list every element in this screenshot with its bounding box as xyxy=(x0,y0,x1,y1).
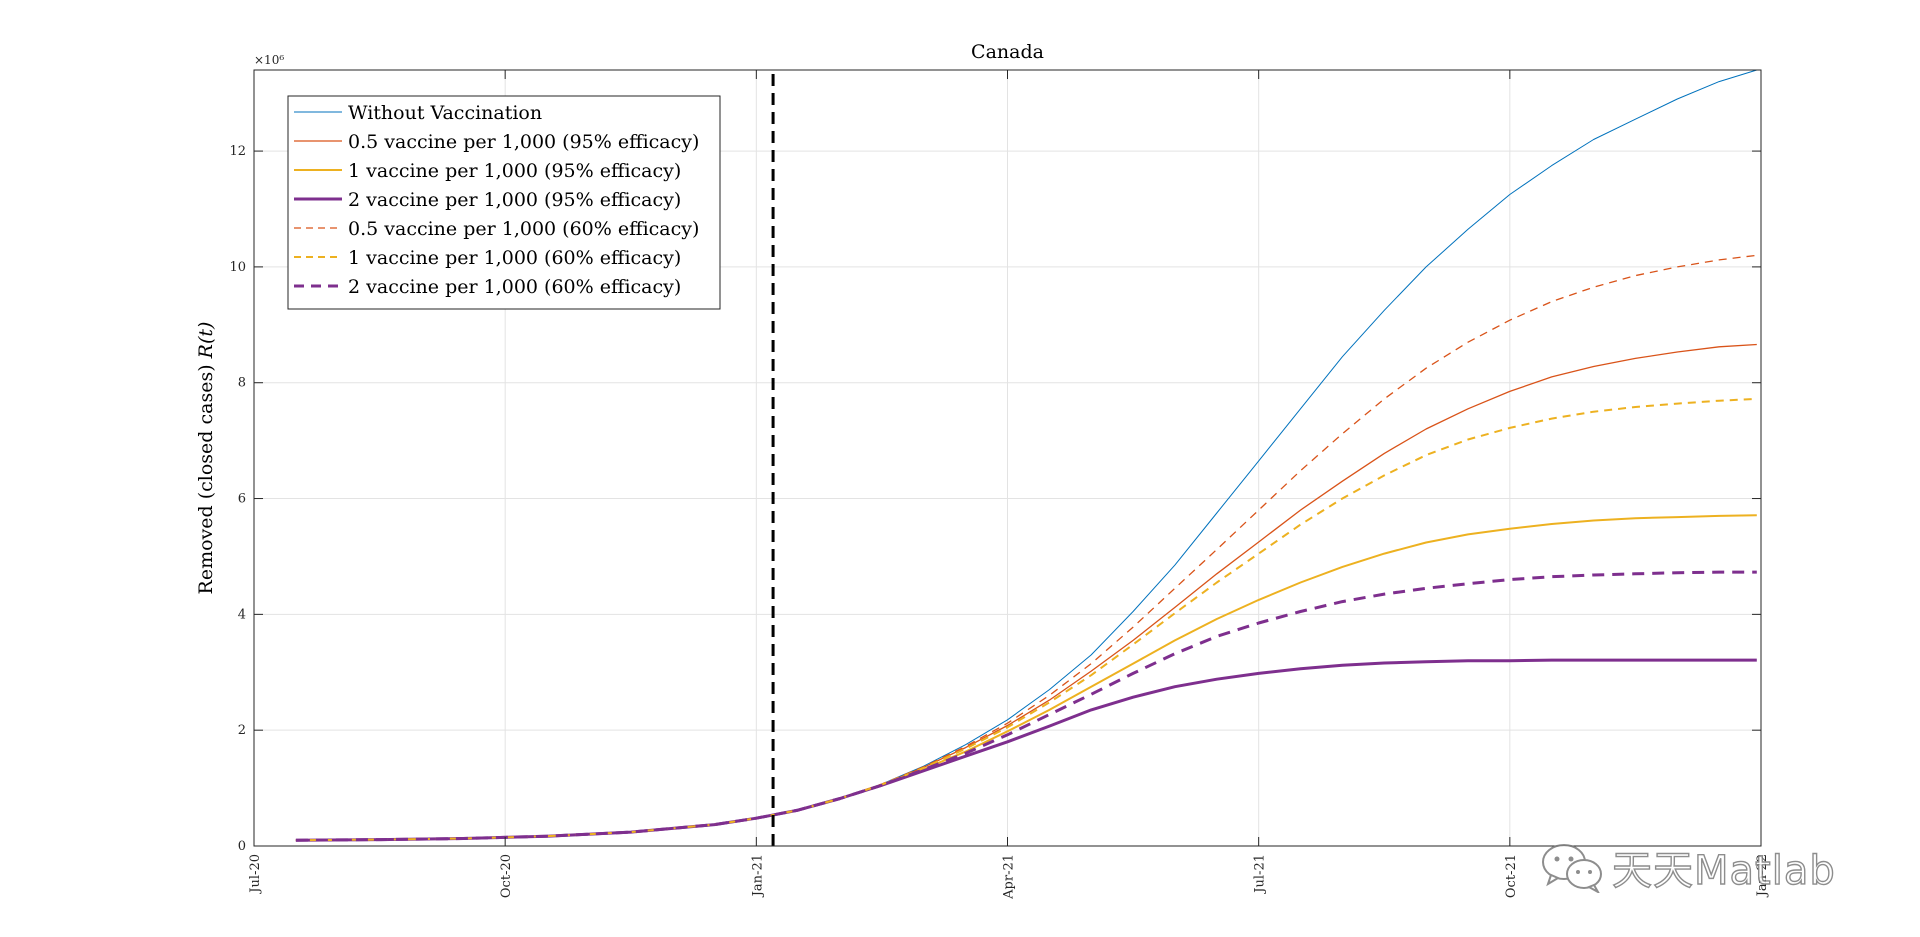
x-tick-label: Oct-20 xyxy=(499,854,514,898)
watermark: 天天Matlab xyxy=(1540,838,1836,896)
y-tick-label: 8 xyxy=(238,376,246,391)
legend: Without Vaccination 0.5 vaccine per 1,000… xyxy=(287,95,721,310)
series-line-5 xyxy=(295,254,1757,841)
y-axis-label: Removed (closed cases) R(t) xyxy=(195,322,217,595)
y-tick-label: 2 xyxy=(238,723,246,738)
y-tick-label: 6 xyxy=(238,492,246,507)
series-line-2 xyxy=(295,343,1757,841)
x-tick-label: Jul-21 xyxy=(1253,854,1268,895)
x-tick-label: Oct-21 xyxy=(1504,854,1519,898)
x-tick-label: Jul-20 xyxy=(248,854,263,895)
y-axis-label-text: Removed (closed cases) xyxy=(195,358,217,594)
legend-label-6: 1 vaccine per 1,000 (60% efficacy) xyxy=(348,247,681,269)
y-axis-exponent: ×10⁶ xyxy=(254,53,284,67)
y-axis-label-math: R(t) xyxy=(195,322,217,360)
series-layer xyxy=(295,69,1757,842)
y-tick-label: 4 xyxy=(238,607,246,622)
series-line-7 xyxy=(295,570,1757,842)
y-tick-label: 12 xyxy=(229,144,246,159)
legend-label-2: 0.5 vaccine per 1,000 (95% efficacy) xyxy=(348,131,699,153)
legend-box xyxy=(287,95,721,310)
legend-label-1: Without Vaccination xyxy=(348,102,542,124)
y-tick-label: 0 xyxy=(238,839,246,854)
x-tick-label: Apr-21 xyxy=(1002,854,1017,900)
y-tick-label: 10 xyxy=(229,260,246,275)
x-tick-label: Jan-22 xyxy=(1755,854,1770,898)
wechat-icon xyxy=(1542,844,1602,893)
chart-title: Canada xyxy=(971,41,1044,63)
ticks: 0 2 4 6 8 10 12 Jul-20 Oct-20 Jan-21 Apr-21 Jul-21 O… xyxy=(229,70,1770,900)
legend-label-5: 0.5 vaccine per 1,000 (60% efficacy) xyxy=(348,218,699,240)
series-line-4 xyxy=(295,658,1757,842)
legend-label-3: 1 vaccine per 1,000 (95% efficacy) xyxy=(348,160,681,182)
watermark-text: 天天Matlab xyxy=(1611,847,1836,894)
x-tick-label: Jan-21 xyxy=(750,854,765,898)
series-line-3 xyxy=(295,514,1757,842)
series-line-6 xyxy=(295,397,1757,842)
legend-label-7: 2 vaccine per 1,000 (60% efficacy) xyxy=(348,276,681,298)
legend-label-4: 2 vaccine per 1,000 (95% efficacy) xyxy=(348,189,681,211)
